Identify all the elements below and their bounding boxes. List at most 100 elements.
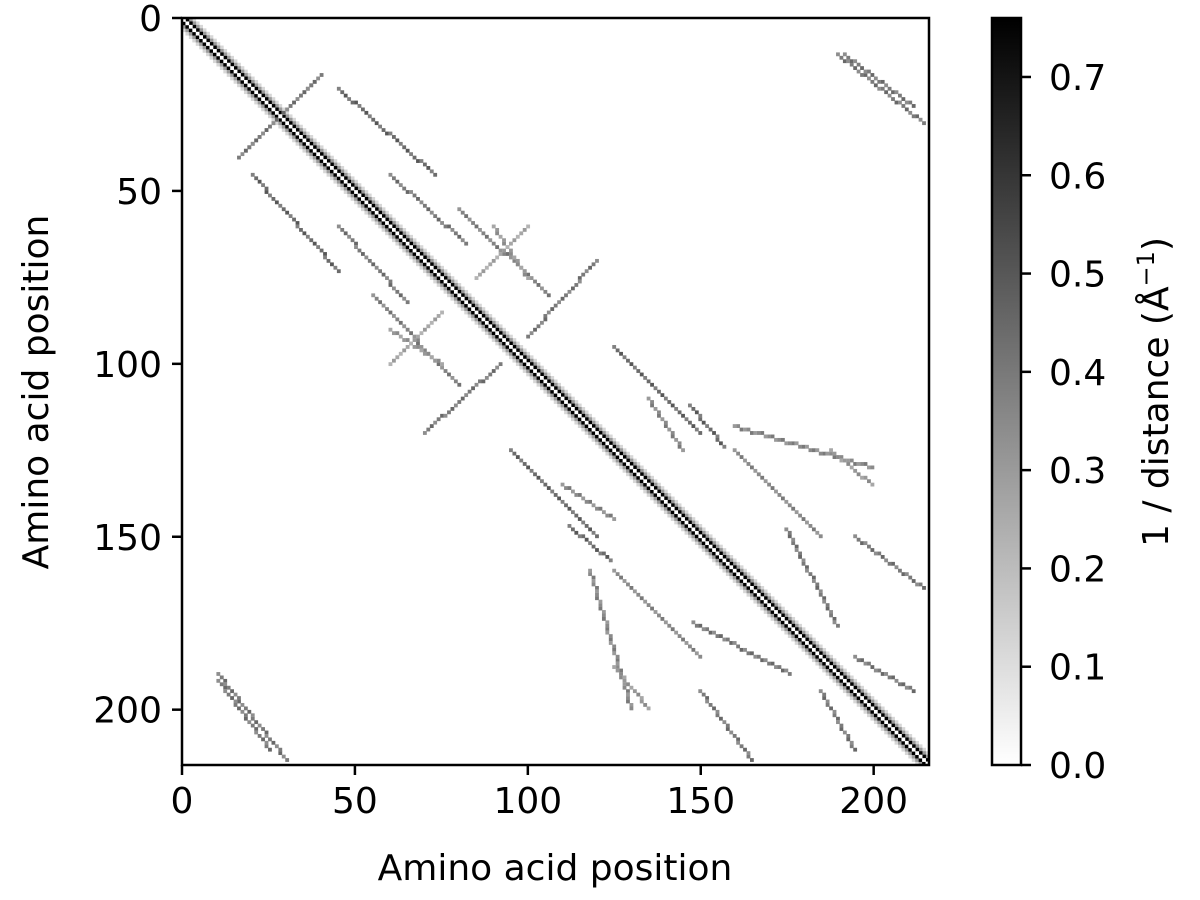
heatmap-cell [915, 761, 920, 766]
heatmap-cell [670, 510, 675, 515]
heatmap-cell [612, 451, 617, 456]
heatmap-cell [750, 582, 754, 587]
heatmap-cell [471, 300, 475, 305]
heatmap-cell [336, 183, 341, 188]
heatmap-cell-diagonal [663, 499, 668, 504]
heatmap-cell [447, 293, 451, 298]
heatmap-cell [839, 682, 844, 687]
heatmap-cell [777, 616, 782, 621]
heatmap-cell [419, 262, 424, 267]
heatmap-cell [791, 620, 796, 625]
heatmap-cell [302, 231, 307, 236]
heatmap-cell [281, 207, 286, 212]
heatmap-cell [615, 658, 620, 663]
heatmap-cell [870, 699, 875, 704]
heatmap-cell [288, 104, 293, 108]
heatmap-cell [257, 104, 262, 108]
heatmap-cell [529, 355, 534, 360]
heatmap-cell [550, 393, 555, 398]
heatmap-cell [426, 427, 431, 432]
heatmap-cell [261, 104, 265, 108]
heatmap-cell [677, 517, 682, 521]
heatmap-cell [805, 565, 809, 570]
heatmap-cell-diagonal [233, 69, 238, 74]
heatmap-cell [433, 172, 438, 177]
heatmap-cell [784, 623, 789, 628]
heatmap-cell [288, 114, 293, 119]
heatmap-cell [698, 654, 703, 659]
heatmap-cell [567, 396, 572, 401]
heatmap-cell [398, 351, 403, 356]
heatmap-cell [185, 24, 190, 29]
heatmap-cell-diagonal [719, 555, 723, 559]
heatmap-cell [533, 365, 537, 370]
heatmap-cell [233, 66, 238, 70]
heatmap-cell [880, 727, 885, 731]
heatmap-cell [388, 279, 393, 284]
heatmap-cell-diagonal [842, 678, 847, 683]
heatmap-cell [278, 121, 283, 126]
heatmap-cell [887, 720, 892, 725]
heatmap-cell [237, 69, 241, 74]
heatmap-cell [230, 76, 234, 81]
heatmap-cell [323, 152, 327, 157]
heatmap-cell [904, 100, 909, 105]
heatmap-cell-diagonal [340, 176, 345, 181]
heatmap-cell [371, 214, 376, 219]
heatmap-cell [460, 396, 465, 401]
heatmap-cell [870, 703, 875, 707]
heatmap-cell [836, 668, 840, 673]
heatmap-cell [705, 696, 710, 700]
heatmap-cell [622, 675, 627, 680]
heatmap-cell [409, 238, 413, 243]
heatmap-cell [268, 110, 272, 115]
heatmap-cell [867, 465, 871, 470]
heatmap-cell [226, 69, 231, 74]
heatmap-cell [264, 97, 269, 101]
heatmap-cell [746, 589, 751, 594]
heatmap-cell [564, 293, 568, 298]
heatmap-cell [753, 582, 758, 587]
heatmap-cell-diagonal [839, 675, 844, 680]
heatmap-cell [271, 740, 276, 745]
heatmap-cell [319, 73, 324, 77]
heatmap-cell-diagonal [436, 272, 441, 277]
heatmap-cell [901, 572, 906, 577]
heatmap-cell [657, 413, 661, 418]
heatmap-cell [739, 455, 744, 459]
heatmap-cell [746, 586, 751, 590]
heatmap-cell [553, 379, 558, 384]
heatmap-cell [278, 107, 283, 112]
heatmap-cell [684, 527, 689, 532]
heatmap-cell [605, 448, 610, 453]
heatmap-cell [722, 637, 727, 642]
heatmap-cell [550, 376, 555, 380]
heatmap-cell [904, 107, 909, 112]
heatmap-cell-diagonal [350, 186, 355, 191]
heatmap-cell [574, 283, 579, 287]
heatmap-cell [894, 734, 899, 738]
heatmap-cell [584, 499, 589, 504]
heatmap-cell [515, 262, 520, 267]
heatmap-cell [540, 372, 544, 377]
heatmap-cell [195, 28, 200, 33]
heatmap-cell [188, 18, 193, 22]
heatmap-cell [829, 672, 833, 676]
heatmap-cell [863, 692, 868, 697]
heatmap-cell [612, 517, 617, 521]
heatmap-cell [915, 740, 920, 745]
heatmap-cell [546, 293, 551, 298]
heatmap-cell [750, 592, 754, 597]
heatmap-cell [653, 496, 658, 501]
heatmap-cell [911, 751, 916, 756]
heatmap-cell [412, 258, 417, 263]
heatmap-cell [540, 379, 544, 384]
heatmap-cell [412, 155, 417, 160]
heatmap-cell-diagonal [856, 692, 861, 697]
heatmap-cell [681, 527, 685, 532]
heatmap-cell [670, 627, 675, 632]
heatmap-cell [343, 186, 348, 191]
heatmap-cell [250, 90, 255, 95]
heatmap-cell [595, 589, 599, 594]
heatmap-cell [522, 369, 527, 373]
